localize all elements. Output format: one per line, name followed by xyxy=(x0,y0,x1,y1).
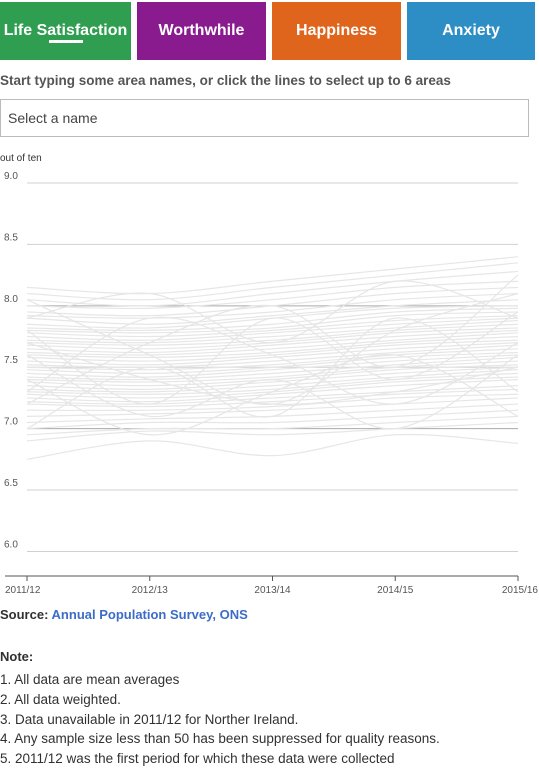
area-line[interactable] xyxy=(26,317,519,341)
area-line[interactable] xyxy=(26,319,519,344)
y-tick-label: 6.0 xyxy=(4,539,18,550)
area-line[interactable] xyxy=(26,342,519,405)
x-tick-label: 2011/12 xyxy=(5,585,41,596)
area-line[interactable] xyxy=(26,317,519,430)
note-item: 5. 2011/12 was the first period for whic… xyxy=(0,751,395,767)
area-line[interactable] xyxy=(26,388,519,408)
y-tick-label: 8.5 xyxy=(4,232,18,243)
area-line[interactable] xyxy=(26,335,519,359)
area-line[interactable] xyxy=(26,292,519,319)
area-line[interactable] xyxy=(26,393,519,412)
y-axis: 6.0 6.5 7.0 7.5 8.0 8.5 9.0 xyxy=(4,171,18,550)
measure-tabs: Life Satisfaction Worthwhile Happiness A… xyxy=(0,2,539,60)
area-line[interactable] xyxy=(26,280,519,344)
source-link[interactable]: Annual Population Survey, ONS xyxy=(51,607,248,622)
x-axis: 2011/12 2012/13 2013/14 2014/15 2015/16 xyxy=(5,575,539,596)
y-axis-label: out of ten xyxy=(0,153,42,164)
area-line[interactable] xyxy=(26,354,519,378)
area-line[interactable] xyxy=(26,299,519,325)
area-line[interactable] xyxy=(26,409,519,430)
source-line: Source: Annual Population Survey, ONS xyxy=(0,607,248,622)
area-search-input[interactable] xyxy=(0,99,529,137)
y-tick-label: 7.0 xyxy=(4,417,18,428)
area-lines xyxy=(26,256,519,460)
note-item: 4. Any sample size less than 50 has been… xyxy=(0,731,440,747)
area-line[interactable] xyxy=(26,332,519,356)
y-tick-label: 6.5 xyxy=(4,478,18,489)
area-line[interactable] xyxy=(26,378,519,403)
area-line[interactable] xyxy=(26,315,519,338)
area-line[interactable] xyxy=(26,415,519,436)
area-line[interactable] xyxy=(26,307,519,332)
tab-label: Anxiety xyxy=(442,22,500,39)
area-line[interactable] xyxy=(26,262,519,301)
area-line[interactable] xyxy=(26,354,519,430)
note-item: 3. Data unavailable in 2011/12 for North… xyxy=(0,711,299,727)
source-label: Source: xyxy=(0,607,49,622)
area-line[interactable] xyxy=(26,433,519,460)
y-tick-label: 7.5 xyxy=(4,355,18,366)
tab-label: Life Satisfaction xyxy=(3,22,128,39)
area-line[interactable] xyxy=(26,274,519,405)
area-line[interactable] xyxy=(26,353,519,436)
tab-happiness[interactable]: Happiness xyxy=(272,2,401,60)
area-line[interactable] xyxy=(26,311,519,405)
tab-anxiety[interactable]: Anxiety xyxy=(407,2,535,60)
x-tick-label: 2012/13 xyxy=(132,585,169,596)
area-line[interactable] xyxy=(26,372,519,395)
tab-label: Happiness xyxy=(296,22,377,39)
area-line[interactable] xyxy=(26,385,519,405)
area-line[interactable] xyxy=(26,329,519,354)
area-line[interactable] xyxy=(26,316,519,405)
area-line[interactable] xyxy=(26,323,519,346)
x-tick-label: 2013/14 xyxy=(254,585,291,596)
area-line[interactable] xyxy=(26,360,519,383)
tab-worthwhile[interactable]: Worthwhile xyxy=(137,2,266,60)
life-satisfaction-line-chart: 6.0 6.5 7.0 7.5 8.0 8.5 9.0 2011/12 2012/13 2013… xyxy=(0,153,539,596)
x-tick-label: 2014/15 xyxy=(377,585,414,596)
area-line[interactable] xyxy=(26,397,519,417)
active-tab-underline xyxy=(48,40,83,43)
area-line[interactable] xyxy=(26,270,519,307)
area-line[interactable] xyxy=(26,256,519,295)
notes-list: 1. All data are mean averages 2. All dat… xyxy=(0,670,440,769)
notes-title: Note: xyxy=(0,649,34,664)
area-line[interactable] xyxy=(26,342,519,366)
tab-label: Worthwhile xyxy=(158,22,245,39)
y-tick-label: 8.0 xyxy=(4,294,18,305)
area-line[interactable] xyxy=(26,351,519,374)
note-item: 1. All data are mean averages xyxy=(0,672,180,687)
area-line[interactable] xyxy=(26,280,519,310)
area-line[interactable] xyxy=(26,366,519,390)
x-tick-label: 2015/16 xyxy=(502,585,539,596)
note-item: 2. All data weighted. xyxy=(0,691,121,707)
area-line[interactable] xyxy=(26,421,519,442)
y-tick-label: 9.0 xyxy=(4,171,18,182)
instructions-text: Start typing some area names, or click t… xyxy=(0,73,451,88)
area-line[interactable] xyxy=(26,344,519,368)
tab-life-satisfaction[interactable]: Life Satisfaction xyxy=(0,2,131,60)
area-line[interactable] xyxy=(26,348,519,371)
area-line[interactable] xyxy=(26,311,519,334)
